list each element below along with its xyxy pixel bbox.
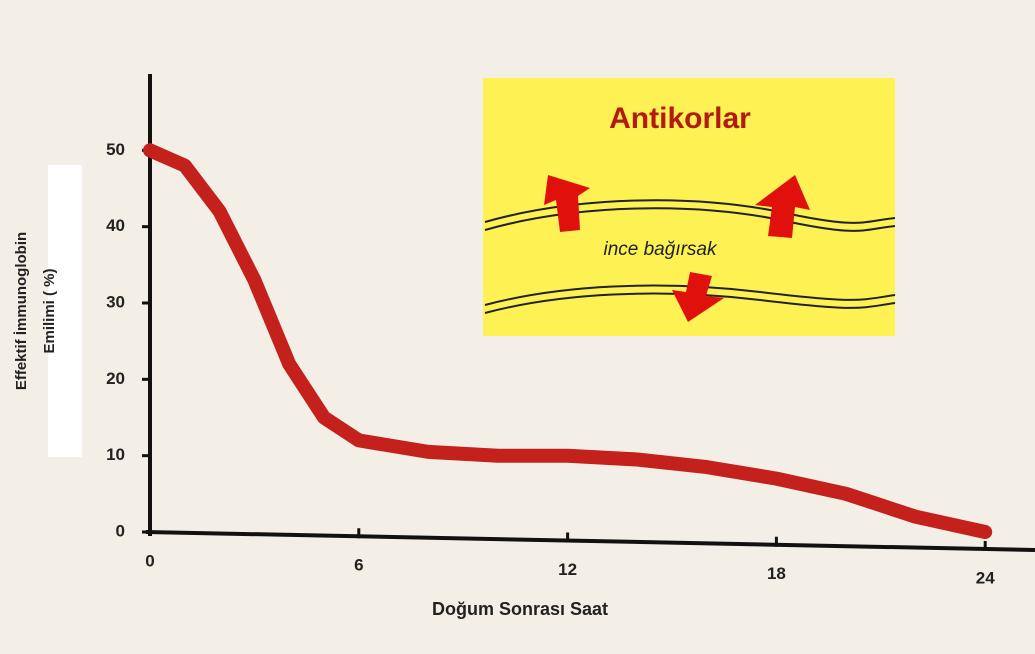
inset-title: Antikorlar [609, 102, 751, 135]
x-axis-label: Doğum Sonrası Saat [432, 599, 608, 619]
arrow [755, 175, 810, 238]
intestine-wall [484, 284, 896, 306]
inset-label: ince bağırsak [603, 239, 718, 260]
y-tick-label: 40 [106, 216, 125, 235]
x-axis [145, 530, 1035, 552]
x-tick-label: 0 [145, 551, 154, 570]
x-tick-label: 6 [354, 556, 363, 575]
ylabel-box [48, 165, 82, 457]
y-tick-label: 10 [106, 445, 125, 464]
x-tick-label: 12 [558, 560, 577, 579]
y-axis-label: Effektif İmmunoglobin [13, 232, 30, 390]
y-axis-label: Emilimi ( %) [41, 268, 58, 353]
y-tick-label: 20 [106, 369, 125, 388]
y-tick-label: 0 [116, 521, 125, 540]
inset: Antikorlar ince bağırsak [483, 78, 896, 336]
arrow [672, 272, 724, 322]
y-tick-label: 50 [106, 140, 125, 159]
x-tick-label: 18 [767, 564, 786, 583]
arrow [544, 175, 590, 232]
y-tick-label: 30 [106, 292, 125, 311]
intestine-wall [484, 292, 896, 314]
x-tick-label: 24 [976, 568, 995, 587]
data-line [143, 143, 993, 539]
